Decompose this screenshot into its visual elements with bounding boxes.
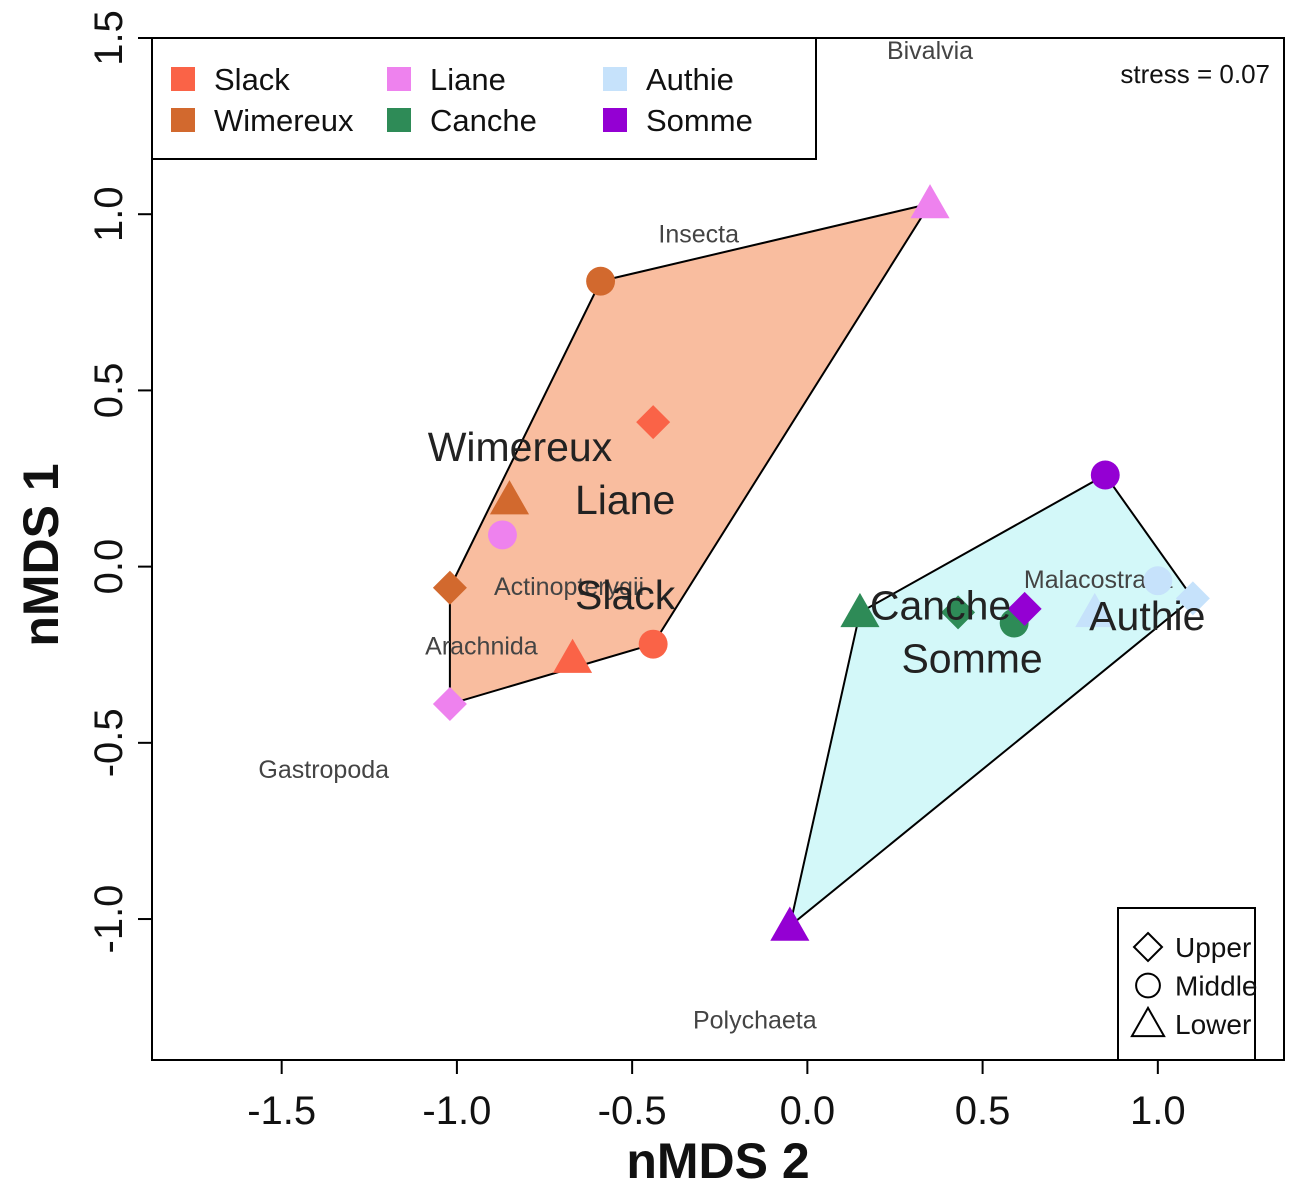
stress-annotation: stress = 0.07 <box>1120 59 1270 89</box>
legend-label-authie: Authie <box>646 62 734 97</box>
site-group-labels: Wimereux Liane Slack Canche Somme Authie <box>428 424 1206 681</box>
shape-legend-box <box>1117 907 1256 1061</box>
legend-label-lower: Lower <box>1175 1009 1251 1040</box>
point-slack-middle <box>638 629 668 659</box>
group-label-wimereux: Wimereux <box>428 424 613 470</box>
point-authie-lower <box>1075 592 1115 628</box>
legend-diamond-icon <box>1132 931 1164 963</box>
point-wimereux-upper <box>432 570 467 605</box>
legend-label-canche: Canche <box>430 103 537 138</box>
site-legend-box <box>151 37 817 160</box>
y-tick-label: 0.5 <box>87 363 131 419</box>
point-wimereux-lower <box>489 480 530 515</box>
legend-label-upper: Upper <box>1175 932 1251 963</box>
shape-legend: Upper Middle Lower <box>1117 907 1257 1061</box>
legend-swatch-authie <box>603 67 627 91</box>
x-tick-label: 0.0 <box>780 1089 836 1133</box>
x-tick-label: -1.5 <box>247 1089 316 1133</box>
point-liane-middle <box>488 520 517 550</box>
taxon-label-gastropoda: Gastropoda <box>258 756 389 784</box>
legend-swatch-wimereux <box>171 108 195 132</box>
hull-polygon-2 <box>788 473 1195 929</box>
taxon-label-arachnida: Arachnida <box>425 633 538 661</box>
taxon-label-polychaeta: Polychaeta <box>693 1006 817 1034</box>
legend-label-wimereux: Wimereux <box>214 103 354 138</box>
site-legend: Slack Wimereux Liane Canche Authie Somme <box>151 37 817 160</box>
point-canche-upper <box>941 595 976 630</box>
legend-label-somme: Somme <box>646 103 753 138</box>
group-label-liane: Liane <box>575 477 675 523</box>
y-tick-label: 1.0 <box>87 186 131 242</box>
taxon-label-bivalvia: Bivalvia <box>887 37 973 65</box>
legend-circle-icon <box>1135 972 1161 999</box>
point-liane-lower <box>910 184 950 219</box>
point-canche-lower <box>840 592 880 628</box>
y-tick-label: -0.5 <box>87 708 131 777</box>
axes: -1.5 -1.0 -0.5 0.0 0.5 1.0 -1.0 -0.5 0.0 0.5 1.0 1.… <box>87 10 1285 1133</box>
data-points <box>432 184 1210 941</box>
x-tick-label: -1.0 <box>422 1089 491 1133</box>
point-slack-lower <box>553 638 593 673</box>
x-axis-title: nMDS 2 <box>626 1133 809 1183</box>
group-label-canche: Canche <box>870 582 1011 628</box>
hull-polygon-1 <box>448 202 933 706</box>
legend-label-liane: Liane <box>430 62 506 97</box>
y-tick-label: 1.5 <box>87 10 131 66</box>
legend-swatch-somme <box>603 108 627 132</box>
point-somme-upper <box>1007 591 1042 626</box>
point-authie-middle <box>1143 566 1173 596</box>
legend-label-slack: Slack <box>214 62 290 97</box>
point-somme-lower <box>770 906 810 941</box>
point-authie-upper <box>1175 581 1210 616</box>
point-liane-upper <box>432 687 467 722</box>
x-tick-label: -0.5 <box>598 1089 667 1133</box>
group-label-authie: Authie <box>1089 593 1205 639</box>
x-tick-label: 0.5 <box>955 1089 1011 1133</box>
group-label-slack: Slack <box>575 572 676 618</box>
point-somme-middle <box>1090 460 1120 490</box>
y-tick-label: -1.0 <box>87 885 131 954</box>
legend-triangle-icon <box>1130 1005 1166 1038</box>
legend-swatch-canche <box>387 108 411 132</box>
group-label-somme: Somme <box>901 635 1042 681</box>
legend-swatch-liane <box>387 67 411 91</box>
hull-polygons <box>448 202 1195 929</box>
legend-label-middle: Middle <box>1175 971 1257 1002</box>
x-tick-label: 1.0 <box>1130 1089 1186 1133</box>
point-wimereux-middle <box>586 266 616 296</box>
y-axis-title: nMDS 1 <box>13 463 69 646</box>
y-tick-label: 0.0 <box>87 539 131 595</box>
legend-swatch-slack <box>171 67 195 91</box>
taxon-label-insecta: Insecta <box>658 220 739 248</box>
taxon-label-actinopterygii: Actinopterygii <box>494 573 644 601</box>
point-slack-upper <box>636 405 671 440</box>
